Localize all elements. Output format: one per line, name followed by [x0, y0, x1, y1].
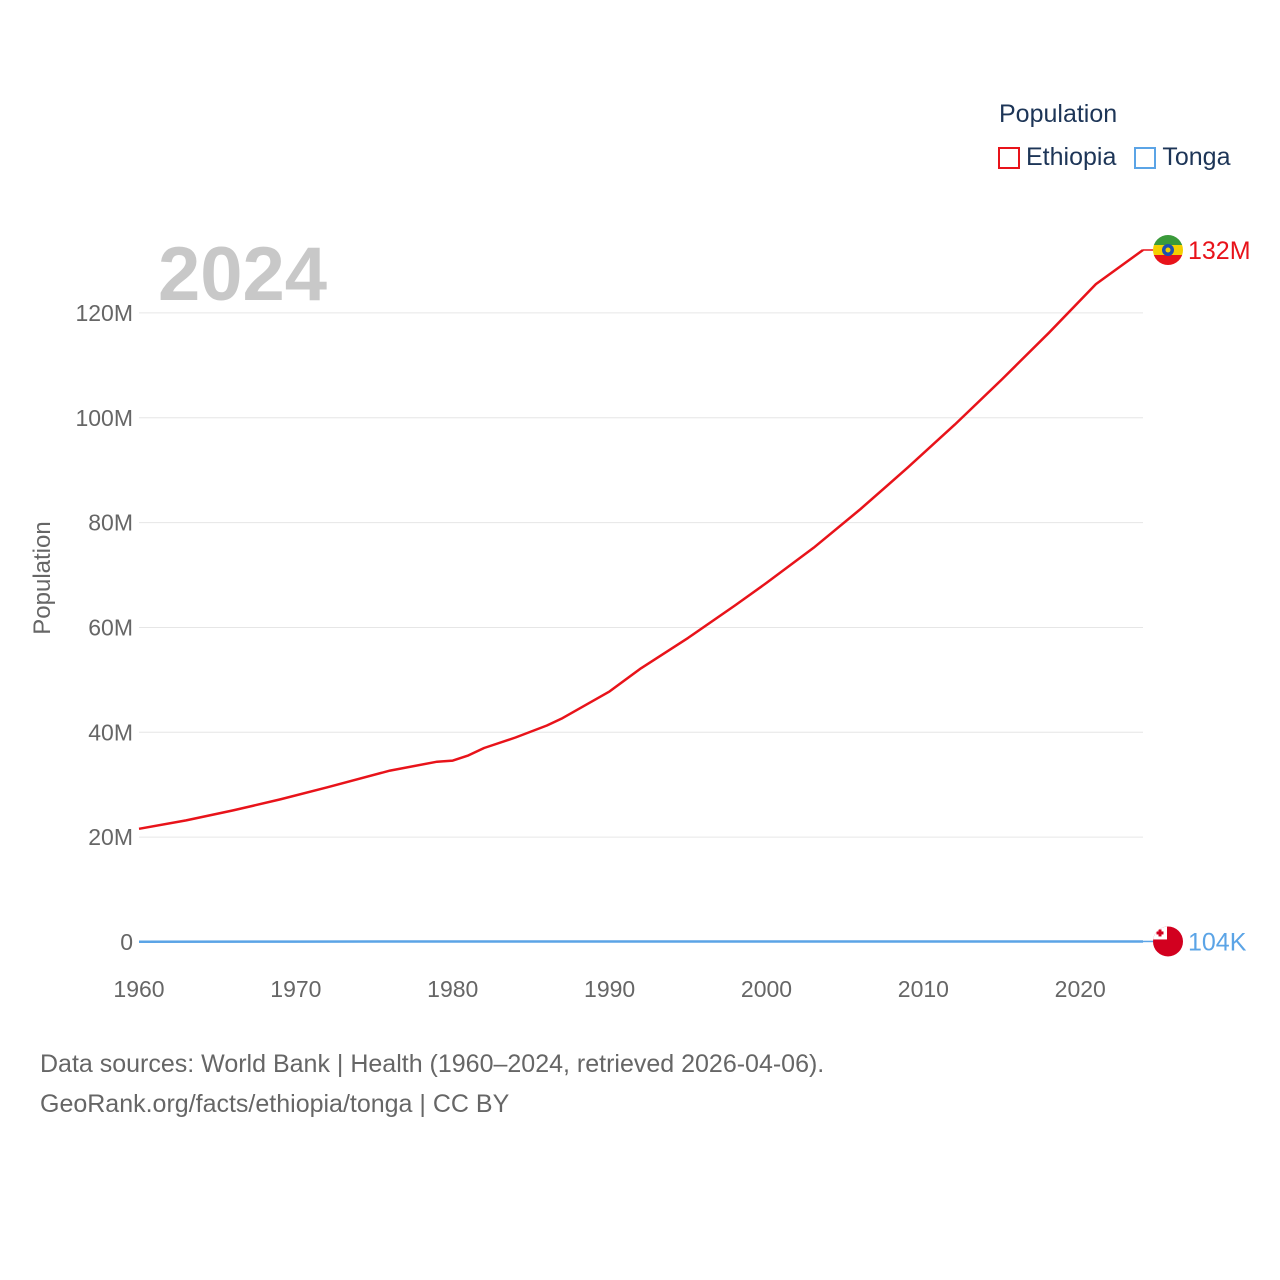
- x-tick-label: 2010: [898, 976, 949, 1002]
- x-tick-label: 1960: [113, 976, 164, 1002]
- source-url-text: GeoRank.org/facts/ethiopia/tonga | CC BY: [40, 1090, 510, 1118]
- y-axis-title: Population: [29, 521, 56, 634]
- legend-label-ethiopia: Ethiopia: [1026, 143, 1117, 171]
- footer: Data sources: World Bank | Health (1960–…: [40, 1044, 824, 1124]
- data-sources-text: Data sources: World Bank | Health (1960–…: [40, 1050, 825, 1078]
- y-tick-label: 0: [120, 929, 133, 955]
- y-tick-label: 60M: [88, 614, 133, 640]
- current-year-label: 2024: [158, 232, 327, 317]
- y-tick-label: 20M: [88, 824, 133, 850]
- x-tick-label: 1970: [270, 976, 321, 1002]
- legend-swatch-tonga: [1134, 146, 1157, 169]
- x-tick-label: 1980: [427, 976, 478, 1002]
- legend-label-tonga: Tonga: [1162, 143, 1231, 171]
- end-value-label-ethiopia: 132M: [1188, 237, 1251, 265]
- y-tick-label: 100M: [75, 405, 133, 431]
- tonga-flag-icon: [1153, 926, 1183, 957]
- y-tick-label: 80M: [88, 510, 133, 536]
- x-tick-label: 1990: [584, 976, 635, 1002]
- ethiopia-flag-icon: [1153, 235, 1183, 265]
- series-line-ethiopia[interactable]: [138, 248, 1144, 831]
- x-tick-label: 2020: [1055, 976, 1106, 1002]
- x-tick-label: 2000: [741, 976, 792, 1002]
- legend-item-ethiopia[interactable]: Ethiopia: [998, 143, 1116, 172]
- legend-item-tonga[interactable]: Tonga: [1134, 143, 1230, 172]
- y-tick-label: 40M: [88, 719, 133, 745]
- legend-title: Population: [999, 100, 1118, 128]
- y-tick-label: 120M: [75, 300, 133, 326]
- line-chart: 2024 0 20M 40M 60M 80M 100M 120M 1960 1970 1980 1…: [29, 232, 1251, 1002]
- end-value-label-tonga: 104K: [1188, 928, 1247, 956]
- legend: Ethiopia Tonga: [998, 143, 1248, 172]
- legend-swatch-ethiopia: [998, 146, 1020, 169]
